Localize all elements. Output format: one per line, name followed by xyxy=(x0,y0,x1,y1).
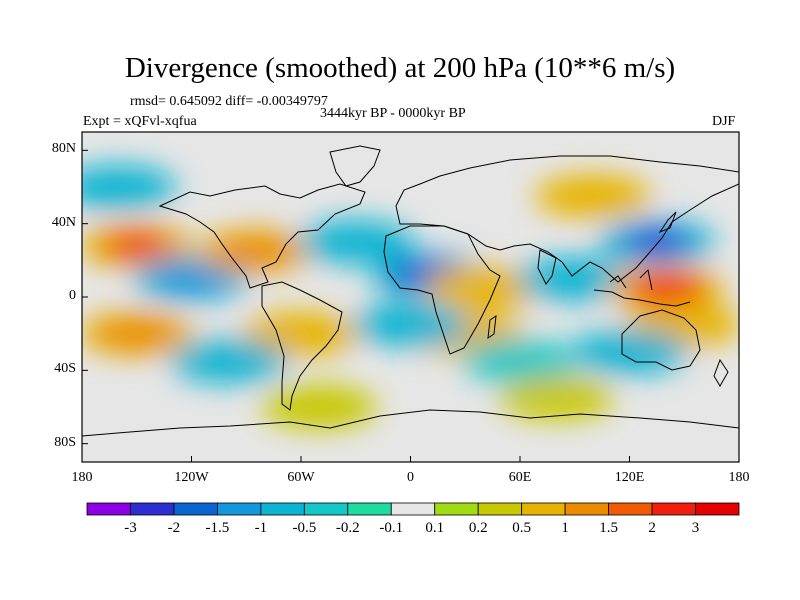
coast-india xyxy=(537,249,557,285)
anomaly-blob xyxy=(94,316,179,351)
colorbar-label: 1.5 xyxy=(599,520,618,536)
x-tick-label: 120E xyxy=(614,470,645,485)
anomaly-blob xyxy=(297,220,414,264)
coast-new-zealand xyxy=(713,358,729,387)
anomaly-blob xyxy=(82,165,177,209)
rmsd-diff-text: rmsd= 0.645092 diff= -0.00349797 xyxy=(130,94,328,109)
colorbar-swatch xyxy=(564,502,610,516)
coastlines xyxy=(82,145,739,437)
y-tick-label: 80S xyxy=(54,434,76,450)
coast-australia xyxy=(621,309,701,371)
anomaly-layer xyxy=(82,165,739,429)
coast-antarctica xyxy=(82,409,739,437)
colorbar-swatch xyxy=(477,502,523,516)
anomaly-blob xyxy=(110,233,163,258)
coast-japan xyxy=(658,211,677,234)
season-text: DJF xyxy=(712,114,736,129)
colorbar-label: -0.1 xyxy=(379,520,404,536)
colorbar-label: -2 xyxy=(167,520,181,536)
colorbar-swatch xyxy=(86,502,131,516)
colorbar-swatch xyxy=(260,502,305,516)
colorbar-label: 0.2 xyxy=(468,520,488,536)
coast-eurasia xyxy=(395,155,739,283)
anomaly-blob xyxy=(213,234,298,269)
x-tick-label: 120W xyxy=(174,470,209,485)
anomaly-blob xyxy=(498,375,615,420)
colorbar-swatch xyxy=(303,502,349,516)
colorbar-label: -3 xyxy=(124,520,137,536)
period-text: 3444kyr BP - 0000kyr BP xyxy=(320,106,466,121)
colorbar-label: -0.2 xyxy=(335,520,360,536)
colorbar-label: 2 xyxy=(648,520,656,536)
tick-marks xyxy=(81,149,740,462)
anomaly-blob xyxy=(640,275,692,300)
anomaly-blob xyxy=(261,385,378,429)
anomaly-blob xyxy=(535,174,651,219)
x-tick-label: 0 xyxy=(407,470,414,485)
y-tick-label: 80N xyxy=(51,141,76,157)
x-tick-label: 60W xyxy=(287,470,315,485)
coast-greenland xyxy=(329,145,381,187)
anomaly-blob xyxy=(630,230,683,254)
colorbar-label: -1 xyxy=(254,520,268,536)
colorbar xyxy=(86,502,740,516)
anomaly-blob xyxy=(462,339,578,384)
colorbar-swatch xyxy=(173,502,218,516)
anomaly-blob xyxy=(352,302,469,347)
colorbar-label: 0.5 xyxy=(512,520,532,536)
y-tick-label: 40S xyxy=(54,361,76,377)
page-title: Divergence (smoothed) at 200 hPa (10**6 … xyxy=(124,52,676,84)
coast-south-america xyxy=(261,281,343,411)
anomaly-blob xyxy=(571,330,688,374)
anomaly-blob xyxy=(149,261,234,296)
colorbar-swatch xyxy=(521,502,566,516)
colorbar-swatch xyxy=(695,502,740,516)
x-tick-label: 180 xyxy=(728,470,750,485)
colorbar-label: -0.5 xyxy=(292,520,317,536)
colorbar-label: 0.1 xyxy=(425,520,445,536)
x-tick-label: 180 xyxy=(71,470,93,485)
experiment-text: Expt = xQFvl-xqfua xyxy=(83,114,197,129)
y-tick-label: 0 xyxy=(69,288,76,303)
colorbar-swatch xyxy=(130,502,175,516)
colorbar-swatch xyxy=(390,502,436,516)
colorbar-swatch xyxy=(651,502,696,516)
colorbar-label: 3 xyxy=(691,520,700,536)
coast-madagascar xyxy=(487,314,497,340)
colorbar-label: 1 xyxy=(561,520,569,536)
anomaly-blob xyxy=(170,339,286,384)
anomaly-blob xyxy=(516,256,633,301)
y-tick-label: 40N xyxy=(51,214,76,230)
colorbar-swatch xyxy=(347,502,392,516)
colorbar-swatch xyxy=(216,502,262,516)
coast-north-america xyxy=(158,183,366,289)
coast-maritime-islands xyxy=(593,268,691,307)
anomaly-blob xyxy=(425,265,542,310)
x-tick-label: 60E xyxy=(508,470,532,485)
colorbar-label: -1.5 xyxy=(205,520,230,536)
colorbar-swatch xyxy=(608,502,653,516)
colorbar-swatch xyxy=(434,502,479,516)
